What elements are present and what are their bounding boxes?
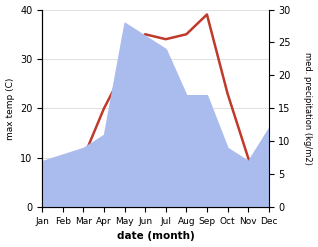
Y-axis label: med. precipitation (kg/m2): med. precipitation (kg/m2) <box>303 52 313 165</box>
Y-axis label: max temp (C): max temp (C) <box>5 77 15 140</box>
X-axis label: date (month): date (month) <box>117 231 194 242</box>
